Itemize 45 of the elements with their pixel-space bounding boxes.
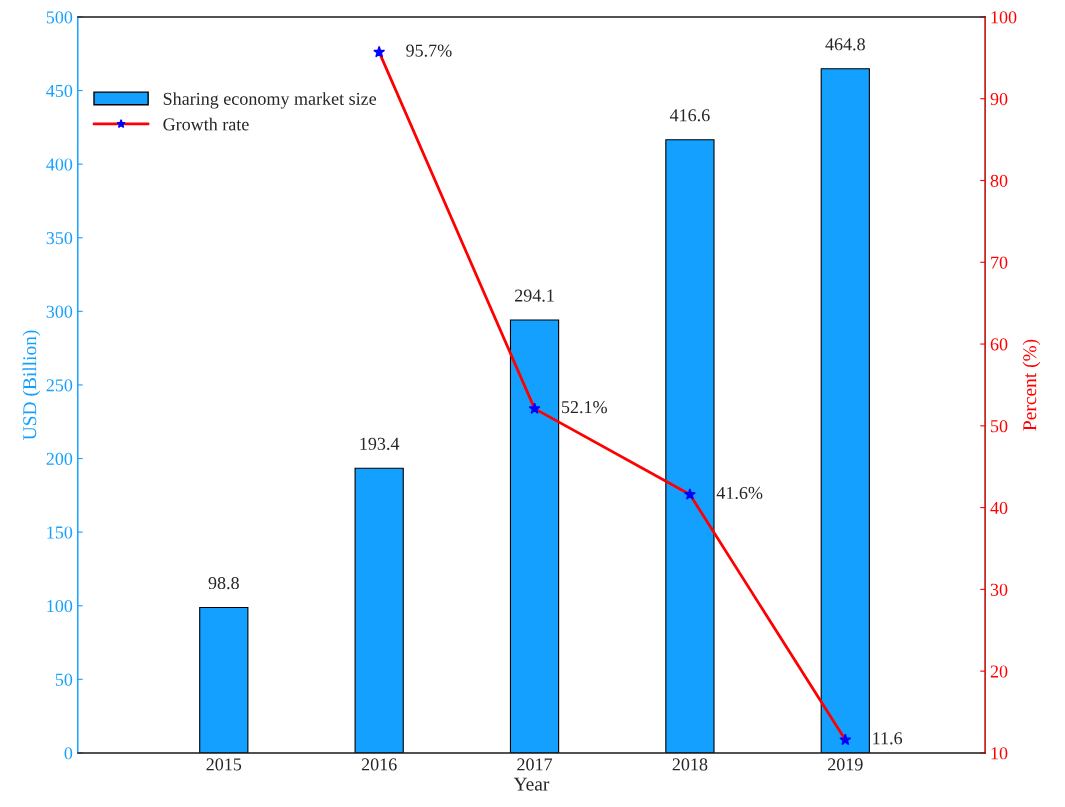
- y2-tick-label: 20: [990, 665, 1008, 678]
- y2-tick-label: 50: [991, 420, 1008, 433]
- y2-tick-label: 100: [991, 11, 1017, 24]
- y2-tick-label: 90: [990, 92, 1008, 106]
- y-tick-label: 0: [64, 747, 73, 760]
- data-label: 464.8: [825, 38, 865, 51]
- y-tick-label: 400: [46, 158, 73, 171]
- data-label: 11.6: [873, 732, 903, 745]
- x-tick-label: 2017: [517, 758, 553, 771]
- data-label: 95.7%: [406, 44, 452, 57]
- bar: [509, 319, 560, 753]
- x-tick-label: 2015: [206, 758, 242, 771]
- y-tick-label: 200: [46, 452, 73, 465]
- data-label: 416.6: [669, 109, 710, 122]
- y2-tick-label: 40: [990, 501, 1008, 515]
- data-label: 52.1%: [562, 400, 607, 414]
- x-tick-label: 2018: [672, 758, 708, 771]
- y-tick-label: 300: [46, 305, 73, 318]
- y-tick-label: 450: [46, 84, 73, 97]
- y-tick-label: 50: [55, 673, 73, 686]
- data-label: 98.8: [208, 576, 239, 590]
- data-label: 41.6%: [716, 486, 763, 500]
- y2-axis-title: Percent (%): [1022, 339, 1041, 431]
- x-tick-label: 2019: [828, 758, 863, 771]
- y-tick-label: 350: [46, 232, 73, 245]
- bar: [665, 139, 715, 753]
- x-tick-label: 2016: [361, 758, 397, 771]
- data-label: 294.1: [515, 289, 554, 302]
- y2-tick-label: 10: [991, 747, 1008, 760]
- y2-tick-label: 60: [990, 338, 1008, 351]
- legend-label: Sharing economy market size: [163, 92, 377, 109]
- y2-tick-label: 80: [990, 174, 1008, 187]
- bar: [199, 606, 249, 753]
- legend-label: Growth rate: [163, 117, 249, 131]
- y-tick-label: 100: [47, 599, 73, 613]
- y2-tick-label: 30: [990, 583, 1008, 596]
- y-tick-label: 150: [47, 526, 73, 539]
- bar: [820, 68, 870, 753]
- y-axis-title: USD (Billion): [22, 330, 41, 440]
- x-axis-title: Year: [513, 777, 550, 791]
- y2-tick-label: 70: [991, 256, 1008, 269]
- bar: [354, 467, 404, 753]
- y-tick-label: 500: [46, 11, 73, 24]
- y-tick-label: 250: [46, 379, 73, 392]
- data-label: 193.4: [360, 437, 400, 450]
